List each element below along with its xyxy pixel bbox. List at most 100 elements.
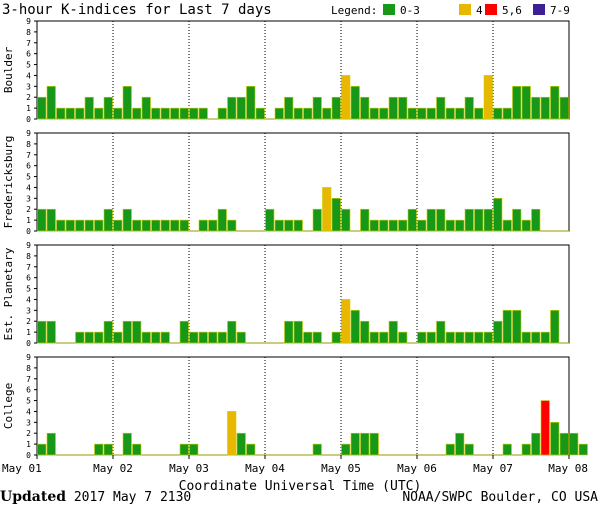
x-axis: May 01 May 02 May 03 May 04 May 05 May 06 May … (2, 455, 588, 475)
k-index-bar (274, 107, 284, 120)
k-index-bar (360, 208, 370, 232)
k-index-bar (227, 320, 237, 344)
k-index-bar (113, 331, 123, 344)
y-tick-label: 5 (26, 285, 31, 294)
k-index-bar (75, 331, 85, 344)
k-index-bar (208, 331, 218, 344)
k-index-bar (341, 443, 351, 456)
k-index-bar (65, 219, 75, 232)
k-index-bar (379, 219, 389, 232)
k-index-bar (312, 96, 322, 120)
k-index-bar (113, 107, 123, 120)
k-index-bar (521, 443, 531, 456)
y-tick-label: 4 (26, 295, 31, 304)
y-tick-label: 6 (26, 50, 31, 59)
k-index-bar (464, 331, 474, 344)
updated-value: 2017 May 7 2130 (73, 490, 192, 505)
legend: Legend: 0-3 4 5,6 7-9 (331, 4, 570, 17)
k-index-bar (160, 107, 170, 120)
k-index-bar (540, 400, 550, 456)
k-index-bar (37, 443, 47, 456)
k-index-bar (189, 331, 199, 344)
y-tick-label: 1 (26, 216, 31, 225)
k-index-bar (160, 331, 170, 344)
k-index-bar (493, 198, 503, 232)
k-index-bar (474, 107, 484, 120)
k-index-bar (521, 331, 531, 344)
k-index-bar (227, 411, 237, 456)
k-index-bar (407, 208, 417, 232)
k-index-bar (189, 443, 199, 456)
k-index-bar (122, 86, 132, 120)
y-tick-label: 7 (26, 375, 31, 384)
k-index-bar (113, 219, 123, 232)
k-index-bar (217, 331, 227, 344)
k-index-bar (464, 443, 474, 456)
k-index-bar (303, 331, 313, 344)
station-label: Est. Planetary (2, 247, 15, 340)
panel: 0 1 2 3 45 6 7 8 9 College (2, 353, 588, 460)
k-index-bar (227, 96, 237, 120)
k-index-bar (84, 96, 94, 120)
k-index-bar (46, 208, 56, 232)
y-tick-label: 9 (26, 353, 31, 362)
k-index-bar (483, 331, 493, 344)
panel-frame (36, 244, 570, 344)
k-index-bar (246, 443, 256, 456)
x-tick-label: May 05 (321, 462, 361, 475)
y-tick-label: 3 (26, 82, 31, 91)
legend-swatch (485, 4, 497, 15)
legend-label: Legend: (331, 4, 377, 17)
k-index-bar (46, 432, 56, 456)
k-index-bar (369, 219, 379, 232)
k-index-bar (417, 331, 427, 344)
k-index-bar (531, 331, 541, 344)
k-index-bar (531, 96, 541, 120)
k-index-bar (284, 320, 294, 344)
k-index-bar (312, 208, 322, 232)
k-index-bar (464, 96, 474, 120)
k-index-bar (407, 107, 417, 120)
k-index-bar (284, 219, 294, 232)
k-index-bar (455, 107, 465, 120)
k-index-bar (312, 443, 322, 456)
k-index-bar (436, 96, 446, 120)
k-index-bar (189, 107, 199, 120)
y-tick-label: 7 (26, 151, 31, 160)
k-index-bar (331, 96, 341, 120)
k-index-bar (94, 331, 104, 344)
k-index-bar (198, 219, 208, 232)
k-index-bar (341, 75, 351, 120)
k-index-bar (464, 208, 474, 232)
y-tick-label: 2 (26, 317, 31, 326)
k-index-bar (559, 96, 569, 120)
k-index-bar (322, 187, 332, 232)
k-index-bar (512, 86, 522, 120)
k-index-bar (132, 443, 142, 456)
panels: 0123456789Boulder0123456789Fredericksbur… (2, 17, 588, 460)
k-index-bar (246, 86, 256, 120)
y-tick-label: 4 (26, 407, 31, 416)
k-index-bar (388, 96, 398, 120)
k-index-bar (483, 208, 493, 232)
k-index-bar (255, 107, 265, 120)
k-index-bar (493, 320, 503, 344)
y-tick-label: 0 (26, 339, 31, 348)
y-tick-label: 9 (26, 129, 31, 138)
k-index-bar (151, 331, 161, 344)
k-index-bar (388, 320, 398, 344)
x-axis-label: Coordinate Universal Time (UTC) (179, 479, 422, 494)
y-tick-label: 6 (26, 162, 31, 171)
y-tick-label: 8 (26, 140, 31, 149)
station-label: Boulder (2, 46, 15, 93)
k-index-bar (303, 107, 313, 120)
k-index-bar (398, 331, 408, 344)
k-index-bar (141, 331, 151, 344)
legend-swatch (383, 4, 395, 15)
y-tick-label: 8 (26, 364, 31, 373)
k-index-bar (122, 208, 132, 232)
k-index-bar (265, 208, 275, 232)
k-index-bar (236, 432, 246, 456)
k-index-bar (284, 96, 294, 120)
